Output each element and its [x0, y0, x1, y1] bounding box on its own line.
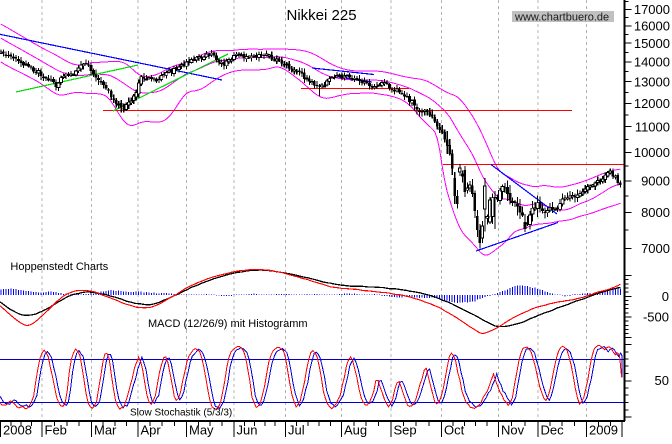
- svg-text:17000: 17000: [634, 2, 670, 17]
- svg-text:Feb: Feb: [45, 423, 67, 438]
- svg-text:MACD (12/26/9) mit Histogramm: MACD (12/26/9) mit Histogramm: [148, 318, 308, 330]
- svg-text:16000: 16000: [634, 18, 670, 33]
- svg-text:Jul: Jul: [288, 423, 305, 438]
- svg-text:Jun: Jun: [237, 423, 258, 438]
- svg-text:Dec: Dec: [541, 423, 565, 438]
- svg-text:15000: 15000: [634, 36, 670, 51]
- svg-text:14000: 14000: [634, 54, 670, 69]
- svg-text:Mar: Mar: [94, 423, 117, 438]
- svg-text:8000: 8000: [641, 205, 670, 220]
- svg-text:10000: 10000: [634, 145, 670, 160]
- svg-text:Apr: Apr: [141, 423, 162, 438]
- svg-text:0: 0: [662, 289, 669, 304]
- svg-text:50: 50: [655, 373, 669, 388]
- svg-text:Aug: Aug: [344, 423, 367, 438]
- svg-text:Hoppenstedt Charts: Hoppenstedt Charts: [10, 261, 108, 273]
- svg-text:www.chartbuero.de: www.chartbuero.de: [514, 11, 609, 23]
- svg-text:7000: 7000: [641, 241, 670, 256]
- svg-text:Sep: Sep: [394, 423, 417, 438]
- svg-text:Nikkei 225: Nikkei 225: [287, 7, 357, 24]
- svg-text:13000: 13000: [634, 74, 670, 89]
- svg-text:2009: 2009: [589, 423, 618, 438]
- svg-text:12000: 12000: [634, 96, 670, 111]
- svg-text:Oct: Oct: [444, 423, 465, 438]
- svg-text:Nov: Nov: [501, 423, 525, 438]
- svg-text:11000: 11000: [635, 119, 670, 134]
- svg-text:2008: 2008: [3, 423, 32, 438]
- svg-text:9000: 9000: [641, 173, 670, 188]
- svg-text:May: May: [189, 423, 214, 438]
- svg-text:Slow Stochastik (5/3/3): Slow Stochastik (5/3/3): [130, 408, 232, 419]
- svg-text:-500: -500: [643, 310, 669, 325]
